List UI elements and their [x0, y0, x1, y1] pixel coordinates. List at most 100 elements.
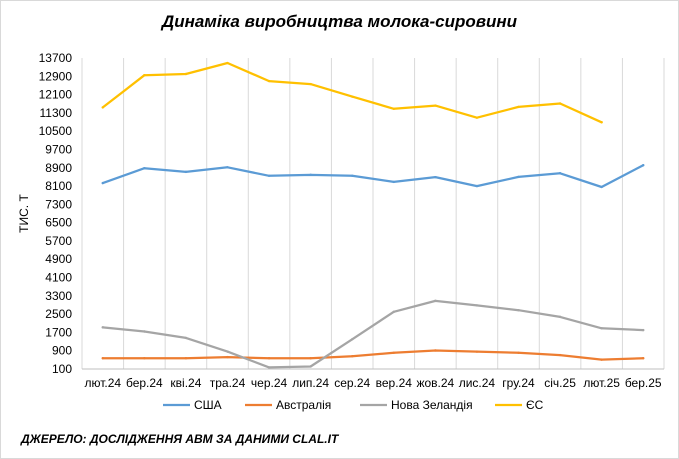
data-point [517, 175, 520, 179]
data-point [434, 349, 437, 352]
data-point [143, 357, 146, 360]
legend-label: ЄС [526, 398, 544, 412]
data-point [101, 326, 104, 329]
y-tick-label: 2500 [45, 307, 72, 321]
data-point [226, 61, 229, 65]
series-line [101, 61, 603, 124]
data-point [475, 116, 479, 119]
data-point [351, 95, 354, 98]
data-point [517, 309, 520, 312]
y-tick-label: 8100 [45, 179, 72, 193]
data-point [392, 310, 395, 314]
data-point [226, 355, 229, 359]
x-tick-label: вер.24 [376, 376, 413, 390]
data-point [642, 328, 645, 332]
data-point [475, 350, 479, 353]
data-point [309, 173, 312, 177]
x-tick-label: сер.24 [334, 376, 370, 390]
data-point [309, 365, 312, 368]
y-axis-label: ТИС. Т [17, 194, 31, 233]
data-point [558, 172, 562, 175]
data-point [558, 353, 562, 357]
y-tick-label: 1700 [45, 325, 72, 339]
data-point [392, 351, 395, 354]
x-tick-label: кві.24 [170, 376, 201, 390]
data-point [267, 174, 271, 177]
data-point [600, 185, 603, 189]
data-point [517, 351, 520, 354]
data-point [434, 299, 437, 303]
data-point [351, 174, 354, 177]
data-point [143, 330, 146, 333]
y-tick-label: 4900 [45, 252, 72, 266]
x-tick-label: жов.24 [416, 376, 454, 390]
data-point [101, 181, 104, 185]
data-point [600, 327, 603, 330]
data-point [351, 338, 354, 341]
x-tick-label: бер.24 [126, 376, 163, 390]
x-tick-label: бер.25 [625, 376, 662, 390]
x-tick-label: чер.24 [251, 376, 288, 390]
data-point [392, 180, 395, 184]
legend-label: Нова Зеландія [391, 398, 473, 412]
data-point [101, 106, 104, 109]
data-point [184, 170, 188, 174]
legend-label: США [194, 398, 222, 412]
y-tick-label: 8900 [45, 161, 72, 175]
data-point [226, 350, 229, 353]
series-line [101, 299, 645, 369]
y-tick-label: 9700 [45, 142, 72, 156]
data-point [600, 358, 603, 361]
y-tick-label: 100 [52, 362, 72, 376]
data-point [517, 105, 520, 109]
data-point [642, 164, 645, 167]
data-point [475, 304, 479, 307]
data-point [184, 72, 188, 76]
data-point [309, 82, 312, 86]
data-point [267, 357, 271, 360]
x-tick-label: гру.24 [502, 376, 535, 390]
data-point [184, 336, 188, 340]
data-point [143, 73, 146, 77]
x-tick-label: лип.24 [292, 376, 329, 390]
y-tick-label: 11300 [40, 106, 73, 120]
data-point [434, 175, 437, 179]
x-tick-label: лют.24 [84, 376, 121, 390]
series-line [101, 349, 645, 361]
x-tick-label: лют.25 [583, 376, 620, 390]
legend-label: Австралія [276, 398, 331, 412]
data-point [642, 357, 645, 360]
chart-title: Динаміка виробництва молока-сировини [161, 12, 518, 31]
data-point [558, 315, 562, 319]
y-tick-label: 10500 [39, 124, 73, 138]
y-tick-label: 900 [52, 344, 72, 358]
data-point [101, 357, 104, 360]
y-tick-label: 3300 [45, 289, 72, 303]
data-point [558, 102, 562, 105]
y-tick-label: 6500 [45, 216, 72, 230]
data-point [184, 357, 188, 360]
y-tick-label: 13700 [39, 51, 73, 65]
data-point [267, 79, 271, 83]
data-point [143, 167, 146, 170]
data-point [600, 121, 603, 124]
x-tick-label: тра.24 [210, 376, 246, 390]
y-tick-label: 5700 [45, 234, 72, 248]
x-tick-label: лис.24 [459, 376, 496, 390]
data-point [392, 107, 395, 110]
data-point [226, 166, 229, 169]
data-point [267, 366, 271, 369]
source-note: ДЖЕРЕЛО: ДОСЛІДЖЕННЯ АВМ ЗА ДАНИМИ CLAL.… [21, 432, 339, 446]
data-point [351, 354, 354, 358]
y-tick-label: 12900 [39, 69, 73, 83]
data-point [309, 357, 312, 360]
y-tick-label: 12100 [39, 88, 73, 102]
series-line [101, 164, 645, 189]
data-point [434, 104, 437, 107]
y-tick-label: 4100 [45, 271, 72, 285]
y-tick-label: 7300 [45, 197, 72, 211]
x-tick-label: січ.25 [544, 376, 576, 390]
data-point [475, 184, 479, 188]
